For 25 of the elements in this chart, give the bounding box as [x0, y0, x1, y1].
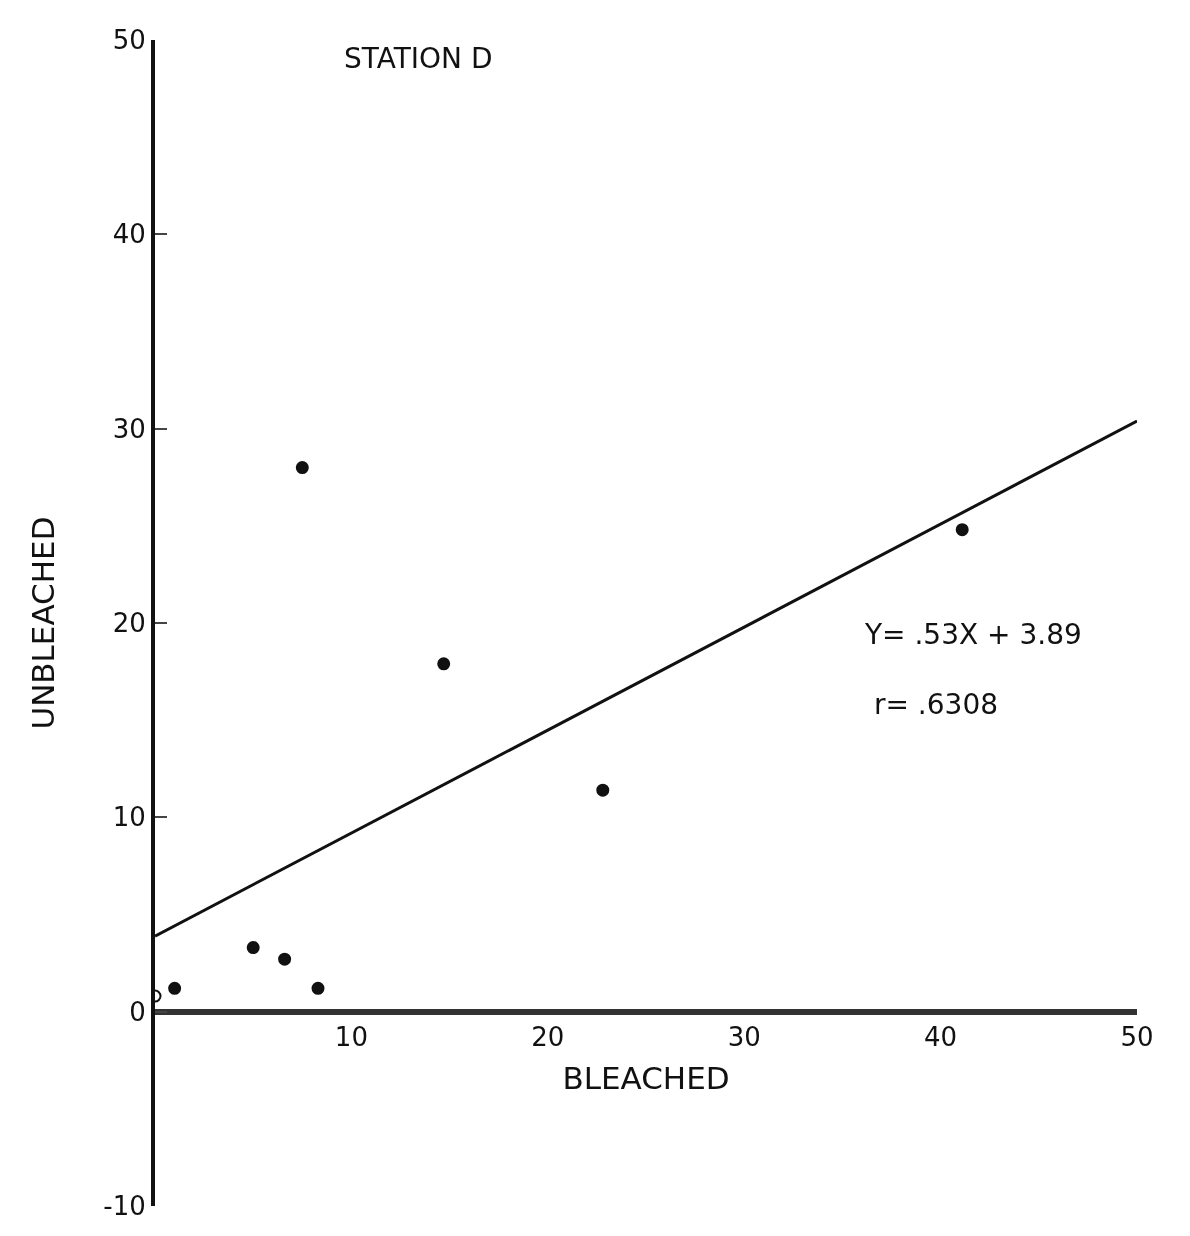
point	[437, 657, 451, 671]
y-tick-label: -10	[103, 1191, 146, 1222]
y-tick-label: 40	[112, 219, 146, 250]
point	[955, 523, 969, 537]
point	[295, 461, 309, 475]
annotation: Y= .53X + 3.89	[864, 618, 1082, 651]
y-tick-label: 30	[112, 413, 146, 444]
annotation: r= .6308	[874, 688, 999, 721]
y-tick-label: 50	[112, 25, 146, 56]
y-tick-label: 0	[129, 996, 146, 1027]
y-tick-label: 20	[112, 608, 146, 639]
x-tick-label: 10	[334, 1021, 368, 1052]
point	[168, 981, 182, 995]
point	[311, 981, 325, 995]
x-tick-label: 20	[531, 1021, 565, 1052]
y-axis-title: UNBLEACHED	[25, 516, 62, 730]
x-axis-title: BLEACHED	[562, 1059, 730, 1096]
point	[246, 941, 260, 955]
x-tick-label: 30	[727, 1021, 761, 1052]
point	[596, 783, 610, 797]
y-tick-label: 10	[112, 802, 146, 833]
x-tick-label: 40	[924, 1021, 958, 1052]
x-tick-label: 50	[1120, 1021, 1154, 1052]
point	[278, 952, 292, 966]
chart-title: STATION D	[344, 42, 493, 75]
